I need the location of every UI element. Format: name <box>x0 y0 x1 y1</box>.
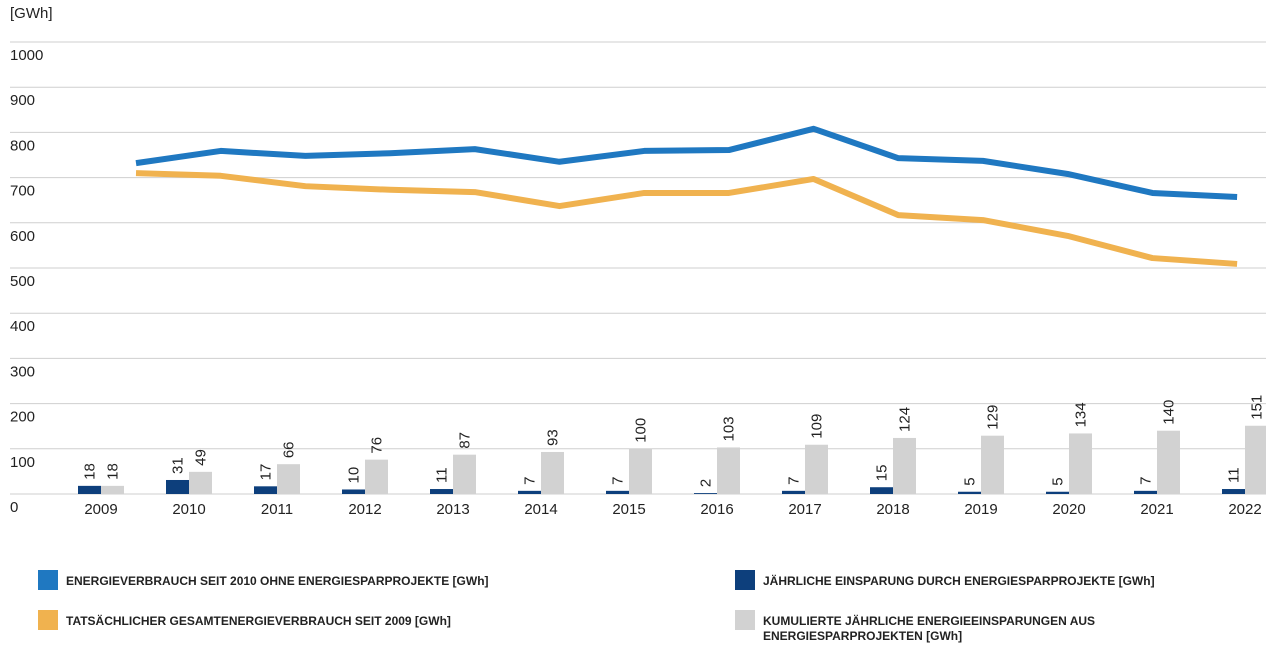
value-label: 93 <box>545 429 562 446</box>
bar <box>189 471 212 494</box>
value-label: 151 <box>1249 395 1266 420</box>
legend-entry: KUMULIERTE JÄHRLICHE ENERGIEEINSPARUNGEN… <box>735 610 1205 644</box>
legend-label: KUMULIERTE JÄHRLICHE ENERGIEEINSPARUNGEN… <box>763 614 1096 643</box>
x-tick-label: 2018 <box>876 501 909 518</box>
y-tick-label: 300 <box>10 363 35 380</box>
y-tick-label: 0 <box>10 499 18 516</box>
line <box>135 170 1238 267</box>
y-tick-label: 200 <box>10 409 35 426</box>
bar <box>1069 433 1092 494</box>
bar <box>1157 430 1180 494</box>
bar <box>277 464 300 494</box>
value-label: 11 <box>434 467 451 483</box>
y-tick-label: 700 <box>10 183 35 200</box>
legend-swatch <box>38 570 58 590</box>
bar <box>1134 490 1157 494</box>
bar <box>893 437 916 494</box>
value-label: 124 <box>897 407 914 432</box>
value-label: 10 <box>346 467 363 484</box>
x-tick-label: 2010 <box>172 501 205 518</box>
bar <box>717 447 740 494</box>
value-label: 31 <box>170 457 187 474</box>
value-label: 5 <box>1050 477 1067 485</box>
y-tick-label: 400 <box>10 318 35 335</box>
bar <box>518 490 541 494</box>
legend-entry: JÄHRLICHE EINSPARUNG DURCH ENERGIESPARPR… <box>735 570 1205 590</box>
bar <box>254 486 277 494</box>
value-label: 7 <box>522 476 539 484</box>
x-tick-label: 2019 <box>964 501 997 518</box>
y-tick-label: 600 <box>10 228 35 245</box>
x-tick-label: 2021 <box>1140 501 1173 518</box>
bar <box>782 490 805 494</box>
legend-label: JÄHRLICHE EINSPARUNG DURCH ENERGIESPARPR… <box>763 574 1155 588</box>
bar <box>1046 491 1069 494</box>
legend-label: TATSÄCHLICHER GESAMTENERGIEVERBRAUCH SEI… <box>66 614 451 628</box>
bar <box>430 489 453 494</box>
x-tick-label: 2016 <box>700 501 733 518</box>
value-label: 18 <box>105 463 122 480</box>
legend-swatch <box>38 610 58 630</box>
y-axis-label: [GWh] <box>10 5 53 22</box>
x-tick-label: 2013 <box>436 501 469 518</box>
line <box>135 125 1238 201</box>
legend-entry: TATSÄCHLICHER GESAMTENERGIEVERBRAUCH SEI… <box>38 610 688 630</box>
x-tick-label: 2011 <box>261 501 293 518</box>
x-tick-label: 2009 <box>84 501 117 518</box>
value-label: 103 <box>721 416 738 441</box>
value-label: 15 <box>874 465 891 482</box>
bar <box>629 448 652 494</box>
x-tick-label: 2015 <box>612 501 645 518</box>
y-tick-label: 900 <box>10 92 35 109</box>
x-tick-label: 2017 <box>788 501 821 518</box>
bar <box>78 485 101 494</box>
x-tick-label: 2022 <box>1228 501 1261 518</box>
bar <box>958 491 981 494</box>
value-label: 140 <box>1161 400 1178 425</box>
value-label: 109 <box>809 414 826 439</box>
bar <box>453 454 476 494</box>
value-label: 7 <box>1138 476 1155 484</box>
value-label: 66 <box>281 441 298 458</box>
legend-swatch <box>735 610 755 630</box>
value-label: 18 <box>82 463 99 480</box>
bar <box>694 493 717 494</box>
legend-label: ENERGIEVERBRAUCH SEIT 2010 OHNE ENERGIES… <box>66 574 489 588</box>
y-tick-label: 500 <box>10 273 35 290</box>
value-label: 2 <box>698 479 715 487</box>
y-tick-label: 1000 <box>10 47 43 64</box>
bar <box>101 485 124 494</box>
value-label: 129 <box>985 405 1002 430</box>
bar <box>365 459 388 494</box>
value-label: 76 <box>369 437 386 454</box>
x-tick-label: 2012 <box>348 501 381 518</box>
bar <box>805 444 828 494</box>
bar <box>342 489 365 494</box>
value-label: 87 <box>457 432 474 449</box>
value-label: 17 <box>258 464 275 481</box>
x-tick-label: 2014 <box>524 501 557 518</box>
value-label: 5 <box>962 477 979 485</box>
bar <box>870 487 893 494</box>
bar <box>606 490 629 494</box>
value-label: 49 <box>193 449 210 466</box>
bar <box>166 479 189 494</box>
legend-swatch <box>735 570 755 590</box>
value-label: 100 <box>633 418 650 443</box>
value-label: 7 <box>610 476 627 484</box>
legend-entry: ENERGIEVERBRAUCH SEIT 2010 OHNE ENERGIES… <box>38 570 688 590</box>
bar <box>981 435 1004 494</box>
y-tick-label: 800 <box>10 137 35 154</box>
y-tick-label: 100 <box>10 454 35 471</box>
value-label: 134 <box>1073 402 1090 427</box>
value-label: 7 <box>786 476 803 484</box>
x-tick-label: 2020 <box>1052 501 1085 518</box>
value-label: 11 <box>1226 467 1243 483</box>
plot: [GWh] 0 100 200 300 400 500 600 700 800 900 1000 20… <box>10 5 1266 518</box>
bar <box>1245 425 1266 494</box>
bar <box>1222 489 1245 494</box>
bar <box>541 451 564 494</box>
